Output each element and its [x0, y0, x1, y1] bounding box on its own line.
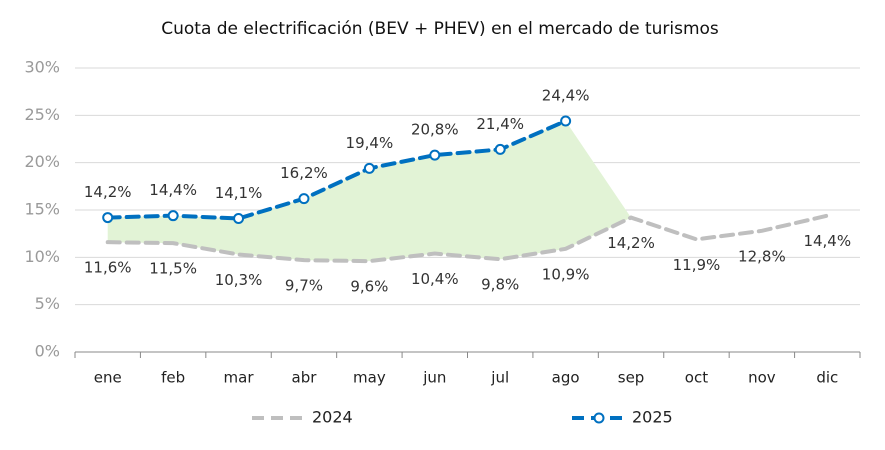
- y-tick-label: 25%: [24, 105, 60, 124]
- series-line: [105, 213, 830, 264]
- y-tick-label: 10%: [24, 247, 60, 266]
- x-tick-label: abr: [292, 369, 318, 387]
- y-tick-label: 30%: [24, 58, 60, 77]
- x-tick-label: may: [353, 369, 386, 387]
- point: [363, 162, 375, 174]
- point: [560, 115, 572, 127]
- point: [167, 210, 179, 222]
- data-label: 9,7%: [285, 277, 323, 295]
- data-label: 10,3%: [215, 271, 263, 289]
- data-label: 9,8%: [481, 276, 519, 294]
- data-label: 16,2%: [280, 164, 328, 182]
- x-tick-label: ago: [552, 369, 580, 387]
- point: [102, 212, 114, 224]
- data-label: 12,8%: [738, 247, 786, 265]
- point: [429, 149, 441, 161]
- point: [494, 143, 506, 155]
- y-tick-label: 20%: [24, 152, 60, 171]
- data-label: 14,1%: [215, 184, 263, 202]
- data-label: 14,4%: [149, 181, 197, 199]
- data-label: 10,9%: [542, 265, 590, 283]
- series-line: [105, 119, 568, 221]
- data-label: 11,6%: [84, 259, 132, 277]
- data-label: 24,4%: [542, 87, 590, 105]
- y-tick-label: 0%: [35, 342, 60, 361]
- data-label: 21,4%: [476, 115, 524, 133]
- data-label: 20,8%: [411, 121, 459, 139]
- data-label: 19,4%: [346, 134, 394, 152]
- point: [233, 213, 245, 225]
- x-tick-label: sep: [618, 369, 645, 387]
- data-label: 11,9%: [673, 256, 721, 274]
- legend-label: 2025: [632, 408, 673, 427]
- x-tick-label: mar: [224, 369, 255, 387]
- data-label: 9,6%: [350, 278, 388, 296]
- x-tick-label: oct: [685, 369, 708, 387]
- x-tick-label: dic: [816, 369, 838, 387]
- gap-area: [107, 121, 632, 262]
- data-label: 11,5%: [149, 260, 197, 278]
- x-tick-label: jul: [490, 369, 509, 387]
- data-label: 14,2%: [607, 234, 655, 252]
- data-label: 10,4%: [411, 270, 459, 288]
- legend-marker: [593, 412, 605, 424]
- y-tick-label: 15%: [24, 200, 60, 219]
- x-tick-label: jun: [422, 369, 446, 387]
- x-tick-label: ene: [94, 369, 122, 387]
- x-tick-label: feb: [161, 369, 185, 387]
- point: [298, 193, 310, 205]
- data-label: 14,4%: [803, 232, 851, 250]
- x-tick-label: nov: [748, 369, 776, 387]
- legend-label: 2024: [312, 408, 353, 427]
- data-label: 14,2%: [84, 183, 132, 201]
- y-tick-label: 5%: [35, 294, 60, 313]
- chart-title: Cuota de electrificación (BEV + PHEV) en…: [161, 19, 719, 39]
